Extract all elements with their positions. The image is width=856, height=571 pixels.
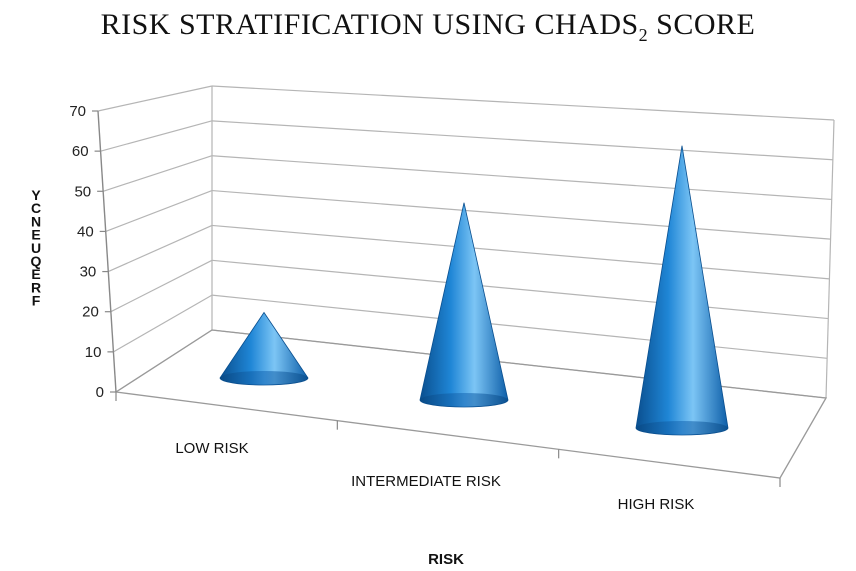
cone-body (635, 145, 729, 436)
y-axis-label-letter: N (31, 213, 41, 229)
y-tick-label: 20 (82, 304, 99, 321)
cone-base (636, 421, 728, 435)
y-axis-label-letter: E (31, 227, 40, 243)
cone-base (220, 371, 308, 385)
gridline-side (102, 155, 213, 192)
data-cones (219, 145, 729, 436)
cone-body (419, 202, 509, 408)
cone-1 (219, 311, 309, 386)
y-axis-label-letter: Y (31, 187, 41, 203)
gridline-side (110, 259, 213, 313)
y-axis-label-letter: R (31, 279, 41, 295)
y-axis-label-letter: C (31, 200, 41, 216)
gridline-side (100, 120, 213, 152)
y-axis-label-letter: U (31, 240, 41, 256)
category-label: HIGH RISK (618, 496, 695, 513)
axes (92, 110, 828, 487)
gridline-back (211, 259, 829, 320)
gridlines (97, 85, 835, 399)
y-tick-label: 50 (74, 183, 91, 200)
category-label: INTERMEDIATE RISK (351, 473, 501, 490)
y-tick-label: 0 (96, 384, 104, 401)
gridline-side (105, 190, 213, 232)
y-tick-label: 60 (72, 143, 89, 160)
y-tick-label: 10 (85, 344, 102, 361)
gridline-back (211, 155, 832, 201)
cone-3 (635, 145, 729, 436)
x-axis-label: RISK (428, 551, 464, 568)
cone-2 (419, 202, 509, 408)
gridline-side (108, 224, 213, 273)
y-axis-line (97, 110, 117, 393)
gridline-back (211, 85, 835, 121)
y-axis-label-letter: Q (31, 253, 42, 269)
chart-title: RISK STRATIFICATION USING CHADS2 SCORE (100, 8, 756, 45)
gridline-back (211, 189, 831, 240)
category-label: LOW RISK (175, 440, 248, 457)
y-tick-label: 30 (80, 264, 97, 281)
y-axis-label-letter: F (32, 293, 41, 309)
y-tick-label: 40 (77, 223, 94, 240)
back-wall-right-edge (825, 119, 835, 399)
category-labels: LOW RISK INTERMEDIATE RISK HIGH RISK (175, 440, 694, 513)
gridline-side (97, 85, 213, 112)
gridline-back (211, 224, 830, 280)
y-tick-labels: 0 10 20 30 40 50 60 70 (69, 103, 104, 401)
gridline-back (211, 294, 828, 359)
cone-base (420, 393, 508, 407)
gridline-side (113, 294, 213, 353)
y-axis-label-letter: E (31, 266, 40, 282)
y-tick-label: 70 (69, 103, 86, 120)
gridline-back (211, 120, 833, 161)
